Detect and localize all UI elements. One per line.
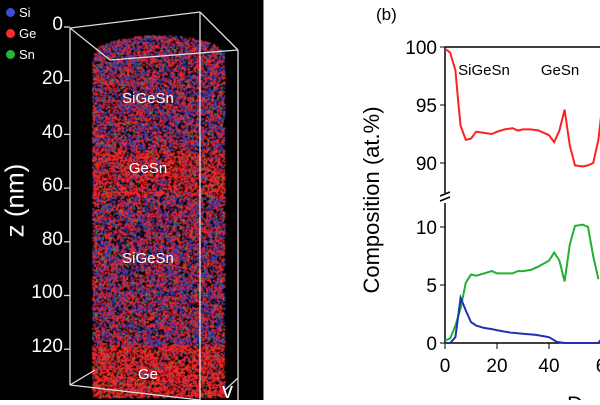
y-tick-label: 0 (426, 334, 437, 355)
x-tick-label: 6 (596, 356, 600, 377)
y-tick-label: 95 (416, 96, 437, 117)
y-tick-label: 5 (426, 276, 437, 297)
legend-si: Si (6, 5, 31, 20)
y-tick-label: 100 (405, 38, 437, 59)
z-tick: 60 (41, 175, 63, 196)
bounding-box (64, 11, 239, 400)
layer-label: GeSn (128, 160, 168, 177)
si-marker-icon (6, 8, 15, 17)
atom-map-render (0, 0, 263, 400)
legend-sn: Sn (6, 47, 35, 62)
composition-chart: (b) Composition (at.%) SiGeSn GeSn Dep 1… (359, 5, 600, 405)
z-axis-label: z (nm) (0, 163, 30, 238)
x-axis-label: Dep (567, 392, 600, 400)
axis-corner-label: v (222, 378, 233, 400)
atom-probe-map-panel: Si Ge Sn z (nm) 0 20 40 60 80 100 120 Si… (0, 0, 263, 400)
series-line-1 (444, 223, 600, 342)
z-tick: 120 (31, 336, 63, 357)
series-line-0 (444, 48, 600, 168)
x-tick-label: 40 (538, 356, 559, 377)
legend-label: Ge (19, 26, 37, 41)
layer-label: SiGeSn (122, 250, 174, 267)
legend-label: Si (19, 5, 31, 20)
z-tick: 80 (41, 229, 63, 250)
y-tick-label: 10 (416, 218, 437, 239)
x-tick-label: 20 (486, 356, 507, 377)
ge-marker-icon (6, 29, 15, 38)
panel-label: (b) (376, 5, 397, 24)
z-tick: 40 (41, 122, 63, 143)
annotation-gesn: GeSn (541, 62, 579, 79)
sn-marker-icon (6, 50, 15, 59)
axis-break-icon (439, 191, 451, 202)
z-tick: 20 (41, 68, 63, 89)
layer-label: Ge (137, 366, 159, 383)
legend-ge: Ge (6, 26, 36, 41)
z-tick: 0 (52, 14, 63, 35)
z-tick: 100 (31, 282, 63, 303)
annotation-sigesn: SiGeSn (458, 62, 510, 79)
x-tick-label: 0 (440, 356, 451, 377)
series-line-2 (445, 293, 600, 344)
composition-profile-panel: (b) Composition (at.%) SiGeSn GeSn Dep 1… (263, 0, 600, 405)
layer-label: SiGeSn (122, 90, 174, 107)
y-axis-label: Composition (at.%) (359, 106, 384, 293)
legend-label: Sn (19, 47, 35, 62)
y-tick-label: 90 (416, 154, 437, 175)
